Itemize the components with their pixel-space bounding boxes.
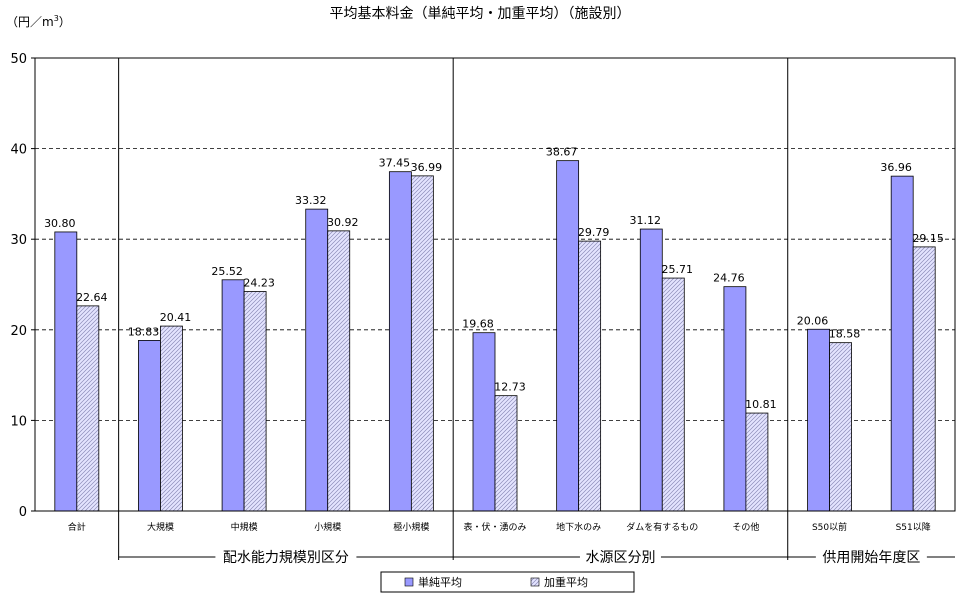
x-tick-label: 地下水のみ — [556, 521, 601, 533]
group-label: 配水能力規模別区分 — [223, 550, 349, 566]
bar-value-label: 22.64 — [76, 291, 108, 304]
bar-value-label: 18.83 — [128, 325, 160, 338]
legend-swatch-weighted — [530, 577, 540, 587]
bar-value-label: 25.71 — [662, 263, 694, 276]
bar-weighted-average — [745, 412, 769, 512]
legend-label-weighted: 加重平均 — [544, 575, 588, 589]
bar-value-label: 33.32 — [295, 194, 327, 207]
group-separators — [118, 58, 789, 560]
legend: 単純平均 加重平均 — [380, 571, 635, 593]
x-tick-label: 小規模 — [314, 522, 341, 533]
bar-value-label: 25.52 — [211, 265, 243, 278]
bar-value-label: 29.15 — [912, 232, 944, 245]
group-label: 水源区分別 — [585, 550, 655, 566]
x-tick-label: 中規模 — [231, 521, 258, 533]
x-tick-label: 合計 — [68, 521, 86, 533]
bar-weighted-average — [829, 342, 852, 512]
bar-weighted-average — [327, 230, 351, 512]
bar-simple-average — [556, 160, 580, 512]
y-axis-unit: （円／m3） — [6, 14, 71, 29]
y-tick-label: 20 — [10, 324, 27, 339]
bar-weighted-average — [160, 325, 183, 512]
group-label-bg — [815, 549, 927, 565]
bar-simple-average — [807, 328, 830, 512]
category-groups: 配水能力規模別区分 水源区分別 供用開始年度区 — [118, 549, 955, 566]
bar-weighted-average — [578, 240, 602, 512]
bar-value-label: 29.79 — [578, 226, 610, 239]
bar-value-label: 38.67 — [546, 146, 578, 159]
bar-value-label: 36.96 — [880, 161, 912, 174]
gridlines — [35, 148, 955, 421]
bar-value-label: 19.68 — [462, 318, 494, 331]
y-tick-label: 50 — [10, 52, 27, 67]
plot-area-frame — [34, 57, 956, 512]
bar-simple-average — [890, 175, 914, 512]
x-tick-label: その他 — [732, 521, 759, 533]
bar-simple-average — [54, 231, 78, 512]
x-tick-label: S51以降 — [896, 521, 931, 533]
bar-simple-average — [221, 279, 245, 512]
chart-title: 平均基本料金（単純平均・加重平均）（施設別） — [330, 5, 631, 22]
bar-value-label: 20.06 — [797, 314, 829, 327]
bar-value-label: 30.92 — [327, 216, 359, 229]
bar-value-label: 12.73 — [494, 381, 526, 394]
x-tick-label: 極小規模 — [393, 521, 429, 533]
y-tick-label: 40 — [10, 143, 27, 158]
x-tick-label: ダムを有するもの — [626, 521, 698, 533]
bar-value-label: 10.81 — [745, 398, 777, 411]
legend-box — [380, 571, 635, 593]
bar-simple-average — [138, 340, 161, 512]
x-tick-label: S50以前 — [812, 521, 847, 533]
x-tick-label: 表・伏・湧のみ — [463, 521, 526, 533]
group-label-bg — [215, 549, 357, 565]
x-tick-label: 大規模 — [147, 521, 174, 533]
bar-simple-average — [472, 332, 496, 512]
bar-value-label: 37.45 — [379, 157, 411, 170]
bar-value-label: 31.12 — [630, 214, 662, 227]
bar-weighted-average — [912, 246, 936, 512]
bar-value-label: 18.58 — [829, 328, 861, 341]
bar-value-label: 24.76 — [713, 272, 745, 285]
bar-value-label: 30.80 — [44, 217, 76, 230]
group-label: 供用開始年度区 — [822, 550, 920, 566]
bar-simple-average — [388, 171, 412, 512]
bar-value-label: 20.41 — [160, 311, 192, 324]
bar-simple-average — [723, 286, 747, 512]
y-axis-ticks: 0 10 20 30 40 50 — [10, 52, 35, 520]
y-tick-label: 0 — [19, 505, 27, 520]
group-label-bg — [579, 549, 661, 565]
bar-simple-average — [305, 208, 329, 512]
bar-weighted-average — [76, 305, 100, 512]
bar-value-label: 24.23 — [243, 276, 275, 289]
x-axis-ticks: 合計 大規模 中規模 小規模 極小規模 表・伏・湧のみ 地下水のみ ダムを有するもの その他 S5… — [68, 521, 931, 533]
bar-weighted-average — [661, 277, 685, 512]
bars — [54, 160, 936, 512]
bar-simple-average — [639, 228, 663, 512]
y-tick-label: 30 — [10, 233, 27, 248]
legend-swatch-simple — [404, 577, 414, 587]
legend-label-simple: 単純平均 — [418, 575, 462, 589]
y-tick-label: 10 — [10, 414, 27, 429]
bar-weighted-average — [243, 291, 267, 512]
bar-weighted-average — [494, 395, 518, 512]
bar-value-label: 36.99 — [411, 161, 443, 174]
bar-weighted-average — [410, 175, 434, 512]
